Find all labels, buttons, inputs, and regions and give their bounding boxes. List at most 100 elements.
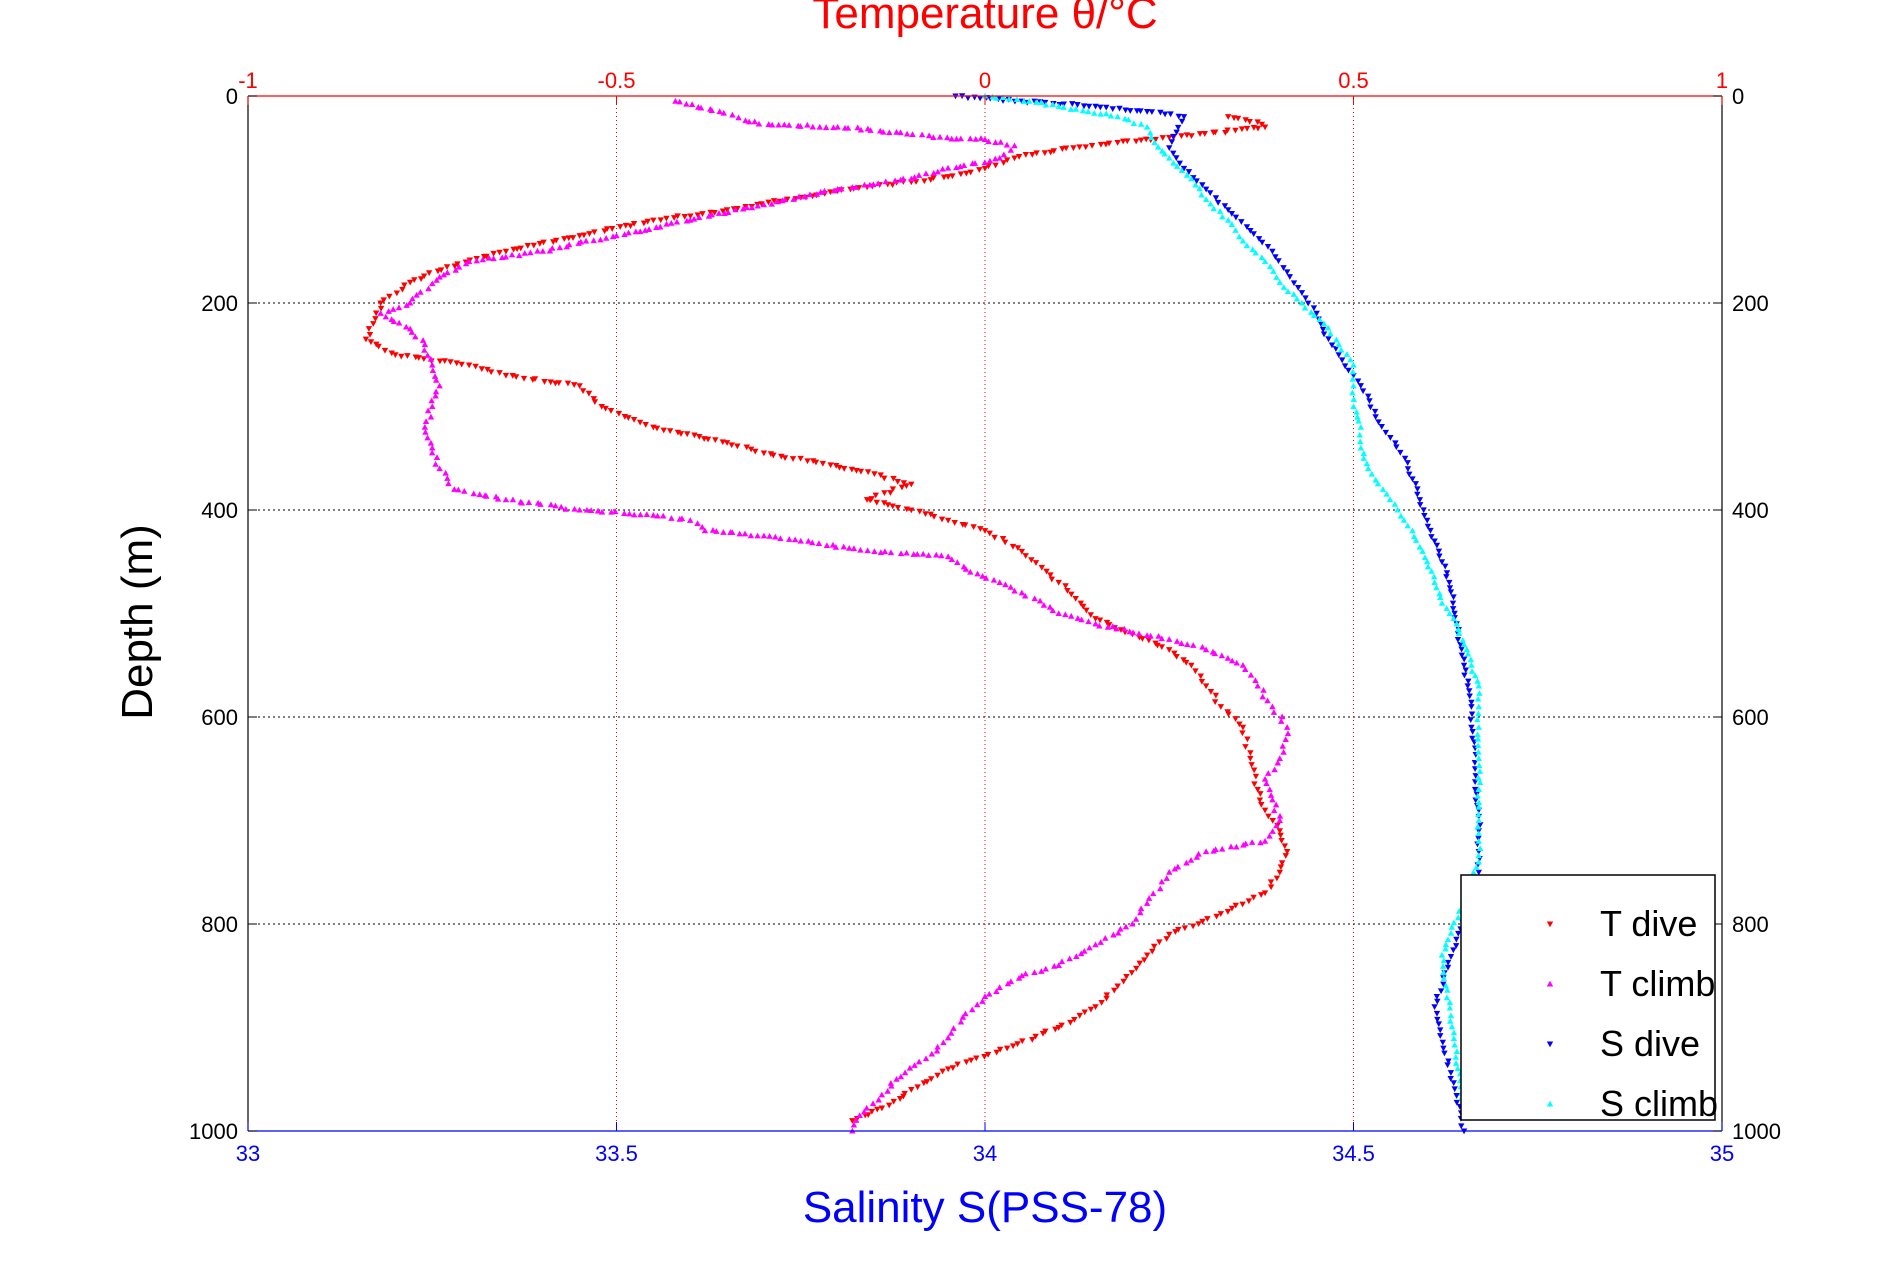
bottom-tick-label: 34.5 [1332,1141,1375,1166]
data-point [1284,730,1292,737]
data-point [1151,139,1158,146]
data-point [1158,147,1166,154]
data-point [1038,564,1046,571]
data-point [963,170,970,177]
data-point [1475,869,1482,876]
data-point [815,540,823,546]
data-point [897,176,904,183]
data-point [417,288,424,295]
data-point [711,209,718,216]
data-point [867,127,874,133]
data-point [1468,662,1475,668]
data-point [552,237,560,244]
data-point [490,250,497,257]
axis-ticks: 0 0 200 200 400 400 600 600 800 800 1000 1000 -1 -0.5… [189,68,1781,1166]
data-point [668,219,675,226]
data-point [1254,682,1261,689]
data-point [1271,807,1278,814]
data-point [1442,945,1449,952]
data-point [1137,905,1145,912]
data-point [476,491,483,497]
data-point [1234,115,1242,122]
data-point [1129,629,1137,636]
data-point [1173,163,1181,169]
data-point [1267,263,1274,270]
data-point [1022,592,1029,599]
data-point [775,121,782,128]
data-point [781,455,789,461]
data-point [483,492,490,499]
data-point [441,358,448,364]
data-point [546,247,554,254]
data-point [1238,219,1245,225]
data-point [774,198,781,205]
data-point [498,254,506,261]
data-point [1397,512,1405,519]
data-point [1468,668,1476,674]
data-point [1176,160,1183,167]
data-point [770,198,778,204]
data-point [390,306,397,312]
data-point [1167,111,1174,118]
data-point [743,204,751,211]
data-point [1463,646,1471,652]
data-point [377,300,384,307]
data-point [914,550,921,557]
data-point [1444,959,1452,966]
data-point [1178,118,1186,125]
data-point [1121,115,1129,122]
data-point [1132,138,1140,145]
data-point [1475,755,1482,761]
data-point [908,175,915,182]
data-point [683,431,691,438]
data-point [1298,299,1306,306]
data-point [1452,943,1460,949]
legend-marker [1546,980,1554,987]
data-point [887,490,894,496]
data-point [1452,1060,1460,1066]
data-point [598,403,605,410]
legend-marker [1546,1041,1554,1048]
data-point [950,1025,957,1031]
data-point [421,341,429,347]
data-point [928,1050,936,1057]
data-point [1217,704,1225,710]
data-point [1166,931,1173,938]
data-point [1059,146,1066,152]
data-point [1207,688,1215,695]
data-point [992,162,999,169]
data-point [1219,845,1226,852]
data-point [707,209,714,216]
data-point [1170,159,1177,166]
data-point [1356,431,1363,438]
data-point [472,363,479,370]
data-point [440,271,447,278]
data-point [1092,941,1099,948]
data-point [849,1118,856,1124]
data-point [1293,295,1301,302]
data-point [1433,993,1441,1000]
data-point [1446,1004,1454,1011]
data-point [694,212,701,219]
data-point [569,235,577,241]
data-point [1031,969,1038,975]
data-point [642,421,649,428]
data-point [490,255,497,262]
series-t-climb [377,97,1292,1134]
data-point [985,138,992,145]
data-point [1043,568,1050,575]
data-point [1448,924,1456,930]
data-point [1462,667,1469,674]
data-point [1454,637,1462,643]
data-point [1424,517,1431,524]
data-point [632,228,640,235]
data-point [768,121,776,128]
data-point [951,520,958,526]
data-point [944,134,951,141]
data-point [1350,396,1357,402]
data-point [642,227,649,233]
data-point [947,1029,955,1036]
data-point [836,464,843,471]
data-point [424,434,431,441]
data-point [954,1061,961,1068]
